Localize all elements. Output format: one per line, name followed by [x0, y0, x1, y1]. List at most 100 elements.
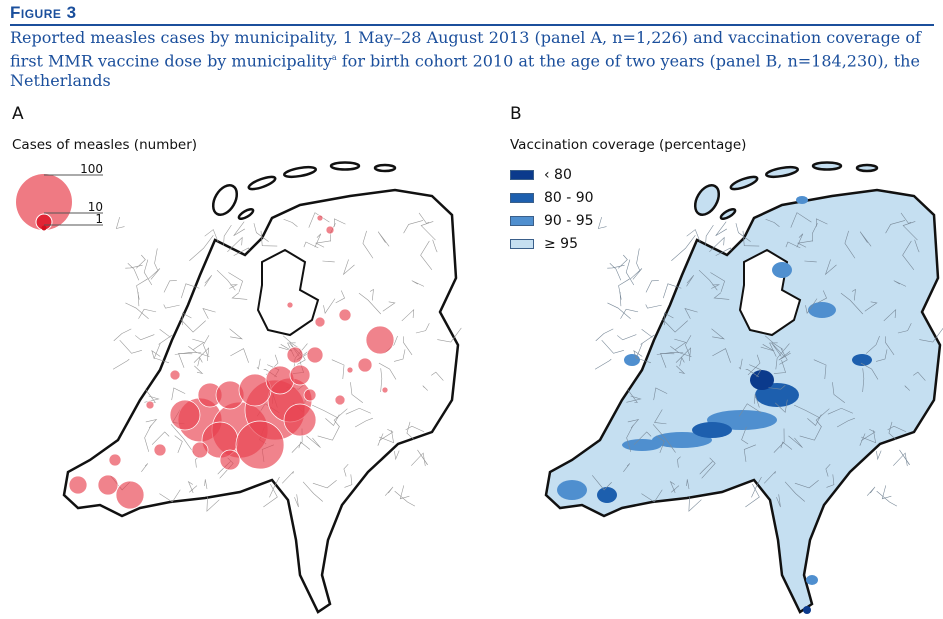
municipality-border [751, 476, 762, 498]
measles-case-circle [283, 403, 317, 437]
municipality-border [369, 288, 374, 301]
municipality-border [192, 338, 205, 351]
municipality-border [741, 426, 749, 445]
municipality-border [601, 339, 624, 354]
caption-part2: for birth cohort 2010 at the age of two … [10, 51, 920, 91]
municipality-border [859, 231, 872, 247]
municipality-border [738, 358, 743, 370]
coverage-area [772, 262, 792, 278]
municipality-border [799, 426, 822, 441]
municipality-border [154, 248, 158, 271]
municipality-border [635, 343, 652, 364]
municipality-border [633, 350, 643, 360]
municipality-border [893, 280, 907, 287]
municipality-border [418, 212, 430, 224]
coverage-area [808, 302, 836, 318]
size-legend-circle-100 [16, 174, 72, 230]
municipality-border [711, 328, 726, 340]
municipality-border [686, 229, 701, 243]
municipality-border [135, 254, 146, 269]
municipality-border [652, 424, 676, 453]
municipality-border [861, 428, 876, 441]
municipality-border [653, 387, 668, 401]
municipality-border [617, 254, 628, 269]
coverage-area [624, 354, 640, 366]
municipality-border [813, 359, 827, 380]
municipality-border [745, 483, 760, 508]
municipality-border [174, 435, 183, 454]
municipality-border [816, 218, 828, 227]
municipality-border [794, 479, 819, 489]
municipality-border [778, 351, 791, 361]
municipality-border [112, 358, 130, 370]
legend-item-lt80: ‹ 80 [510, 167, 572, 183]
municipality-border [350, 382, 364, 404]
municipality-border [626, 388, 638, 403]
municipality-border [380, 368, 383, 393]
municipality-border [206, 496, 220, 512]
municipality-border [197, 356, 203, 367]
measles-case-circle [381, 386, 389, 394]
municipality-border [626, 424, 634, 452]
municipality-border [865, 335, 880, 354]
municipality-border [662, 318, 688, 333]
municipality-border [231, 292, 248, 300]
municipality-border [609, 263, 622, 281]
municipality-border [866, 486, 876, 496]
municipality-border [180, 283, 200, 299]
municipality-border [656, 435, 665, 454]
municipality-border [342, 259, 355, 276]
measles-case-circle [68, 475, 88, 495]
legend-swatch [510, 170, 534, 180]
municipality-border [645, 280, 659, 293]
municipality-border [788, 435, 803, 448]
caption-part1: Reported measles cases by municipality, … [10, 28, 921, 71]
municipality-border [832, 382, 846, 404]
municipality-border [151, 431, 170, 445]
municipality-border [303, 241, 319, 249]
municipality-border [263, 483, 278, 508]
size-legend-label-1: 1 [95, 212, 103, 226]
coverage-area [597, 487, 617, 503]
municipality-border [125, 302, 149, 319]
municipality-border [709, 236, 725, 253]
municipality-border [688, 496, 702, 512]
municipality-border [437, 327, 462, 343]
municipality-border [713, 292, 730, 300]
municipality-border [379, 428, 394, 441]
municipality-border [677, 456, 681, 468]
municipality-border [594, 358, 612, 370]
municipality-border [712, 348, 731, 363]
municipality-border [627, 418, 640, 429]
municipality-border [701, 457, 716, 479]
municipality-border [626, 395, 642, 403]
measles-case-circle [108, 453, 122, 467]
municipality-border [876, 450, 882, 461]
municipality-border [180, 318, 206, 333]
municipality-border [794, 404, 821, 419]
municipality-border [344, 474, 353, 488]
municipality-border [790, 212, 812, 228]
municipality-border [675, 347, 691, 363]
municipality-border [317, 426, 340, 441]
municipality-border [204, 275, 213, 287]
municipality-border [119, 339, 142, 354]
measles-case-circle [289, 364, 311, 386]
municipality-border [902, 221, 918, 241]
municipality-border [334, 218, 346, 227]
coverage-area [852, 354, 872, 366]
municipality-border [202, 308, 216, 319]
coverage-area [652, 432, 712, 448]
municipality-border [411, 280, 425, 287]
municipality-border [125, 264, 143, 269]
panel-a-map [62, 161, 462, 614]
coverage-area [796, 196, 808, 204]
municipality-border [861, 430, 876, 444]
municipality-border [382, 301, 396, 312]
municipality-border [394, 349, 406, 362]
municipality-border [189, 235, 214, 262]
measles-case-circle [265, 365, 295, 395]
municipality-border [159, 329, 171, 338]
municipality-border [379, 430, 394, 444]
municipality-border [203, 335, 210, 357]
